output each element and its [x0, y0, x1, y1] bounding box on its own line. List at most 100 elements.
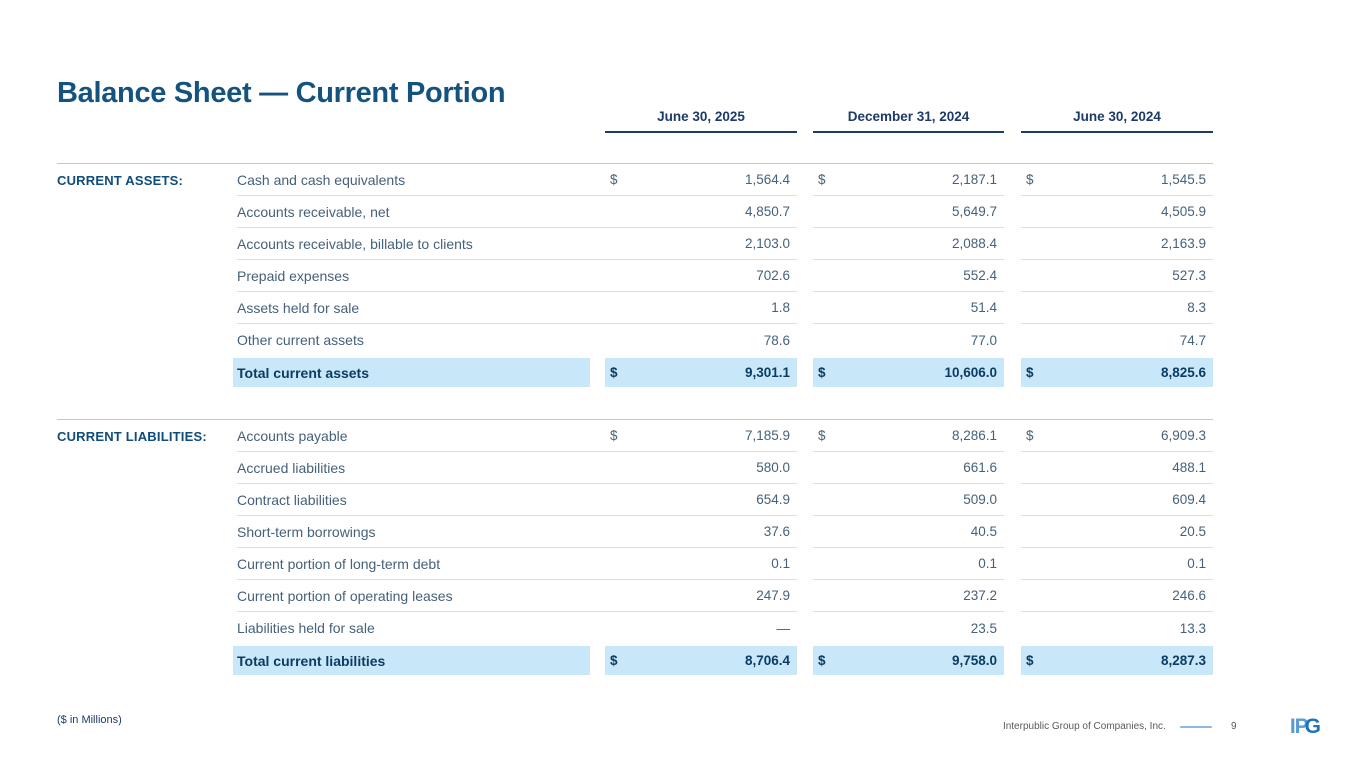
- row-label: Cash and cash equivalents: [237, 164, 590, 196]
- row-value: 51.4: [970, 300, 997, 315]
- section-label: CURRENT LIABILITIES:: [57, 428, 207, 444]
- column-gap: [797, 420, 813, 452]
- section-label: [57, 644, 237, 676]
- section-label: [57, 324, 237, 356]
- row-label: Current portion of operating leases: [237, 580, 590, 612]
- column-gap: [797, 292, 813, 324]
- row-value-cell: 702.6: [605, 260, 797, 292]
- row-label: Contract liabilities: [237, 484, 590, 516]
- row-label: Accounts payable: [237, 420, 590, 452]
- section-label: [57, 260, 237, 292]
- currency-symbol: $: [610, 365, 618, 380]
- ipg-logo-ip: IP: [1289, 715, 1309, 738]
- section-label: [57, 484, 237, 516]
- total-row: Total current liabilities $8,706.4 $9,758.…: [57, 644, 1213, 676]
- row-value-cell: 246.6: [1021, 580, 1213, 612]
- row-value-cell: 2,163.9: [1021, 228, 1213, 260]
- row-value-cell: $6,909.3: [1021, 420, 1213, 452]
- table-row: Contract liabilities 654.9 509.0 609.4: [57, 484, 1213, 516]
- page-number: 9: [1231, 721, 1237, 732]
- column-gap: [797, 260, 813, 292]
- row-value: 654.9: [756, 492, 790, 507]
- row-value: 0.1: [978, 556, 997, 571]
- row-value-cell: 580.0: [605, 452, 797, 484]
- row-value: 23.5: [970, 620, 997, 636]
- row-value-cell: $8,825.6: [1021, 358, 1213, 387]
- row-value: 5,649.7: [951, 204, 997, 219]
- row-value-cell: 247.9: [605, 580, 797, 612]
- row-value-cell: 40.5: [813, 516, 1004, 548]
- row-value-cell: $2,187.1: [813, 164, 1004, 196]
- table-row: Accrued liabilities 580.0 661.6 488.1: [57, 452, 1213, 484]
- currency-symbol: $: [610, 428, 618, 443]
- column-gap: [1004, 164, 1021, 196]
- row-value-cell: 78.6: [605, 324, 797, 356]
- slide-footer: Interpublic Group of Companies, Inc. 9 I…: [1002, 715, 1321, 738]
- column-gap: [1004, 548, 1021, 580]
- row-value-cell: 2,088.4: [813, 228, 1004, 260]
- row-value-cell: 51.4: [813, 292, 1004, 324]
- table-row: Current portion of long-term debt 0.1 0.1 0…: [57, 548, 1213, 580]
- column-gap: [1004, 292, 1021, 324]
- currency-symbol: $: [1026, 653, 1034, 668]
- currency-symbol: $: [610, 172, 618, 187]
- row-value: 580.0: [756, 460, 790, 475]
- column-gap: [797, 196, 813, 228]
- row-value-cell: $7,185.9: [605, 420, 797, 452]
- row-value: 74.7: [1179, 332, 1206, 348]
- column-header-period-1: June 30, 2025: [605, 100, 797, 133]
- row-value: 20.5: [1179, 524, 1206, 539]
- row-value-cell: $10,606.0: [813, 358, 1004, 387]
- company-name: Interpublic Group of Companies, Inc.: [1002, 721, 1166, 732]
- row-value: 8,706.4: [744, 653, 790, 668]
- currency-symbol: $: [1026, 172, 1034, 187]
- column-gap: [590, 164, 605, 196]
- column-gap: [590, 420, 605, 452]
- section-label: [57, 228, 237, 260]
- column-gap: [797, 548, 813, 580]
- row-value: 2,163.9: [1160, 236, 1206, 251]
- row-value: 8.3: [1187, 300, 1206, 315]
- column-gap: [590, 612, 605, 644]
- row-value-cell: 8.3: [1021, 292, 1213, 324]
- column-gap: [1004, 484, 1021, 516]
- row-value-cell: 609.4: [1021, 484, 1213, 516]
- table-row: Liabilities held for sale — 23.5 13.3: [57, 612, 1213, 644]
- section-label: [57, 356, 237, 388]
- column-gap: [1004, 196, 1021, 228]
- table-section: CURRENT LIABILITIES: Accounts payable $7,1…: [57, 419, 1213, 676]
- row-value-cell: 0.1: [813, 548, 1004, 580]
- row-label: Short-term borrowings: [237, 516, 590, 548]
- row-label: Accounts receivable, billable to clients: [237, 228, 590, 260]
- row-value-cell: 77.0: [813, 324, 1004, 356]
- column-gap: [797, 644, 813, 676]
- column-gap: [590, 324, 605, 356]
- row-value-cell: 654.9: [605, 484, 797, 516]
- row-value-cell: $8,706.4: [605, 646, 797, 675]
- section-label: [57, 548, 237, 580]
- table-row: CURRENT LIABILITIES: Accounts payable $7,1…: [57, 420, 1213, 452]
- column-gap: [590, 452, 605, 484]
- row-value-cell: 74.7: [1021, 324, 1213, 356]
- row-label: Total current assets: [233, 358, 590, 387]
- column-header-period-3: June 30, 2024: [1021, 100, 1213, 133]
- currency-symbol: $: [818, 428, 826, 443]
- currency-symbol: $: [1026, 428, 1034, 443]
- row-value-cell: 552.4: [813, 260, 1004, 292]
- table-row: Short-term borrowings 37.6 40.5 20.5: [57, 516, 1213, 548]
- column-gap: [797, 580, 813, 612]
- column-gap: [1004, 420, 1021, 452]
- row-value-cell: 0.1: [1021, 548, 1213, 580]
- row-value: 37.6: [763, 524, 790, 539]
- row-value-cell: $1,564.4: [605, 164, 797, 196]
- column-gap: [797, 356, 813, 388]
- ipg-logo-g: G: [1304, 715, 1321, 738]
- row-label: Accrued liabilities: [237, 452, 590, 484]
- column-gap: [797, 228, 813, 260]
- row-value: 10,606.0: [944, 365, 997, 380]
- table-row: Assets held for sale 1.8 51.4 8.3: [57, 292, 1213, 324]
- section-label: CURRENT ASSETS:: [57, 172, 184, 188]
- column-gap: [797, 516, 813, 548]
- table-row: Current portion of operating leases 247.9…: [57, 580, 1213, 612]
- currency-symbol: $: [818, 365, 826, 380]
